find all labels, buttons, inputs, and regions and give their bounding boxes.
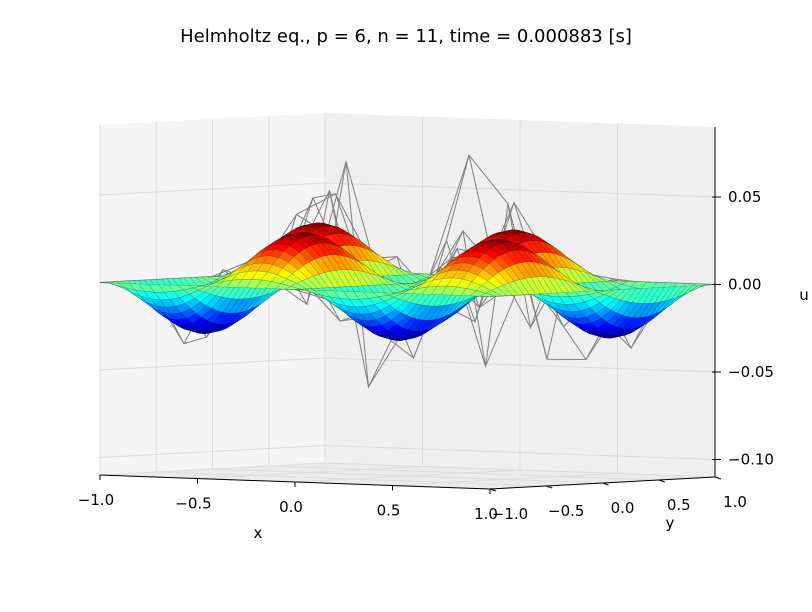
surface [99,222,716,341]
grid-line-y [155,122,547,487]
z-tick-label: −0.05 [728,363,774,381]
grid-line-y [268,116,659,481]
grid-line-z [99,357,716,373]
z-tick-label: 0.00 [728,276,761,294]
z-tick-label: 0.05 [728,188,761,206]
y-tick-mark [658,479,665,483]
y-tick-label: −1.0 [492,505,528,523]
y-axis-label: y [666,514,675,532]
y-tick-label: −0.5 [548,502,584,520]
x-tick-label: 0.0 [279,498,303,516]
grid-line-z [99,444,716,460]
y-tick-label: 0.5 [667,496,691,514]
z-axis-label: u [799,286,809,304]
z-tick-label: −0.10 [728,451,774,469]
y-tick-label: 1.0 [723,493,747,511]
x-tick-label: 0.5 [377,502,401,520]
x-tick-label: −0.5 [175,495,211,513]
surface-patch [480,293,496,297]
grid-line-y [212,119,603,484]
chart-title: Helmholtz eq., p = 6, n = 11, time = 0.0… [180,26,632,47]
y-tick-label: 0.0 [611,499,635,517]
tick-labels: −1.0 −0.5 0.0 0.5 1.0−1.0 −0.5 0.0 0.5 1.0−0.10−… [78,188,774,523]
y-tick-mark [714,476,722,480]
grid-line-z [99,182,716,198]
y-tick-mark [489,488,497,492]
x-tick-label: −1.0 [78,491,114,509]
y-tick-mark [546,485,553,489]
x-tick-label: 1.0 [474,505,498,523]
x-axis-label: x [254,524,263,542]
y-tick-mark [602,482,609,486]
